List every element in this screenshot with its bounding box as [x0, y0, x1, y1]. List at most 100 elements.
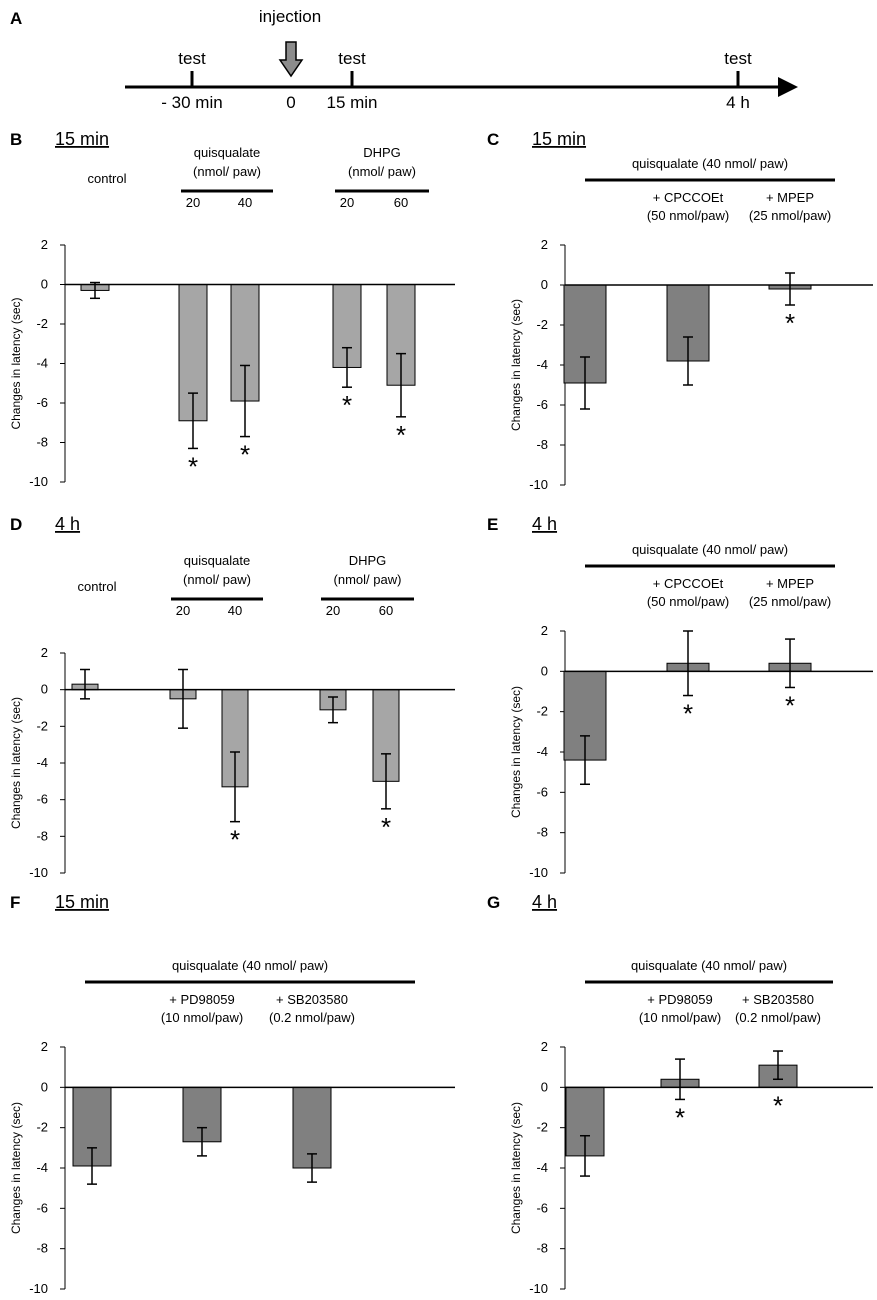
group-label-control: control — [77, 579, 116, 594]
injection-arrow-icon — [278, 41, 304, 78]
chart-panel-e: E 4 h 2 0 -2 -4 -6 -8 -10 Changes in latency (sec… — [487, 514, 873, 880]
dose-label: 20 — [326, 603, 340, 618]
y-tick-label: -6 — [536, 1200, 548, 1215]
treatment-label: (0.2 nmol/paw) — [735, 1010, 821, 1025]
group-label-unit: (nmol/ paw) — [183, 572, 251, 587]
significance-star: * — [785, 308, 795, 338]
y-tick-label: -10 — [529, 1281, 548, 1296]
y-tick-label: -8 — [36, 1241, 48, 1256]
significance-star: * — [773, 1090, 783, 1120]
y-axis-label: Changes in latency (sec) — [509, 1102, 523, 1234]
treatment-label: (10 nmol/paw) — [161, 1010, 243, 1025]
y-tick-label: -6 — [36, 1200, 48, 1215]
significance-star: * — [785, 690, 795, 720]
chart-panel-g: G 4 h 2 0 -2 -4 -6 -8 -10 Changes in latency (sec… — [487, 892, 873, 1296]
y-tick-label: -8 — [36, 828, 48, 843]
panel-label: D — [10, 515, 22, 534]
significance-star: * — [381, 812, 391, 842]
treatment-label: + SB203580 — [742, 992, 814, 1007]
y-tick-label: -8 — [536, 825, 548, 840]
dose-label: 60 — [379, 603, 393, 618]
panel-title: 4 h — [532, 514, 557, 534]
y-tick-label: -4 — [536, 1160, 548, 1175]
y-tick-label: 2 — [41, 1039, 48, 1054]
treatment-label: + CPCCOEt — [653, 190, 724, 205]
significance-star: * — [230, 825, 240, 855]
y-tick-label: -4 — [36, 1160, 48, 1175]
y-tick-label: -10 — [529, 865, 548, 880]
y-tick-label: -6 — [536, 784, 548, 799]
significance-star: * — [396, 420, 406, 450]
treatment-label: (50 nmol/paw) — [647, 208, 729, 223]
timeline-time-label: 0 — [286, 93, 295, 112]
y-tick-label: 0 — [41, 682, 48, 697]
panel-title: 15 min — [532, 129, 586, 149]
y-tick-label: 2 — [41, 645, 48, 660]
panel-title: 4 h — [55, 514, 80, 534]
significance-star: * — [188, 451, 198, 481]
y-axis-label: Changes in latency (sec) — [9, 697, 23, 829]
treatment-label: (50 nmol/paw) — [647, 594, 729, 609]
y-tick-label: -2 — [36, 316, 48, 331]
timeline-time-label: - 30 min — [161, 93, 222, 112]
treatment-label: + PD98059 — [647, 992, 712, 1007]
significance-star: * — [240, 440, 250, 470]
chart-panel-c: C 15 min 2 0 -2 -4 -6 -8 -10 Changes in latency (… — [487, 129, 873, 492]
y-tick-label: -2 — [36, 1120, 48, 1135]
significance-star: * — [675, 1102, 685, 1132]
group-label: quisqualate — [194, 145, 261, 160]
treatment-label: (25 nmol/paw) — [749, 594, 831, 609]
dose-label: 60 — [394, 195, 408, 210]
y-tick-label: -2 — [536, 1120, 548, 1135]
group-label-unit: (nmol/ paw) — [348, 164, 416, 179]
treatment-label: + MPEP — [766, 576, 814, 591]
y-tick-label: -4 — [536, 744, 548, 759]
y-axis-label: Changes in latency (sec) — [509, 686, 523, 818]
dose-label: 20 — [340, 195, 354, 210]
y-tick-label: 2 — [541, 237, 548, 252]
y-tick-label: -4 — [36, 356, 48, 371]
y-tick-label: -2 — [36, 718, 48, 733]
dose-label: 20 — [176, 603, 190, 618]
panel-label: F — [10, 893, 20, 912]
timeline-arrowhead — [778, 77, 798, 97]
group-label-unit: (nmol/ paw) — [193, 164, 261, 179]
y-tick-label: 2 — [541, 623, 548, 638]
y-axis-label: Changes in latency (sec) — [9, 297, 23, 429]
group-label-unit: (nmol/ paw) — [334, 572, 402, 587]
group-label: DHPG — [349, 553, 387, 568]
treatment-label: (25 nmol/paw) — [749, 208, 831, 223]
y-axis-label: Changes in latency (sec) — [9, 1102, 23, 1234]
header-label: quisqualate (40 nmol/ paw) — [632, 156, 788, 171]
group-label: DHPG — [363, 145, 401, 160]
treatment-label: + CPCCOEt — [653, 576, 724, 591]
y-axis-label: Changes in latency (sec) — [509, 299, 523, 431]
timeline-test-label: test — [178, 49, 206, 68]
header-label: quisqualate (40 nmol/ paw) — [172, 958, 328, 973]
y-tick-label: -10 — [29, 474, 48, 489]
y-tick-label: 0 — [41, 1079, 48, 1094]
dose-label: 40 — [238, 195, 252, 210]
significance-star: * — [683, 699, 693, 729]
y-tick-label: -4 — [36, 755, 48, 770]
y-tick-label: 2 — [541, 1039, 548, 1054]
panel-label: B — [10, 130, 22, 149]
y-tick-label: -4 — [536, 357, 548, 372]
timeline-time-label: 15 min — [326, 93, 377, 112]
y-tick-label: -2 — [536, 704, 548, 719]
panel-title: 4 h — [532, 892, 557, 912]
y-tick-label: 0 — [541, 1079, 548, 1094]
injection-label: injection — [259, 7, 321, 26]
dose-label: 20 — [186, 195, 200, 210]
treatment-label: + MPEP — [766, 190, 814, 205]
y-tick-label: -6 — [36, 395, 48, 410]
group-label: quisqualate — [184, 553, 251, 568]
treatment-label: + SB203580 — [276, 992, 348, 1007]
panel-label: C — [487, 130, 499, 149]
header-label: quisqualate (40 nmol/ paw) — [631, 958, 787, 973]
timeline-test-label: test — [724, 49, 752, 68]
y-tick-label: 2 — [41, 237, 48, 252]
